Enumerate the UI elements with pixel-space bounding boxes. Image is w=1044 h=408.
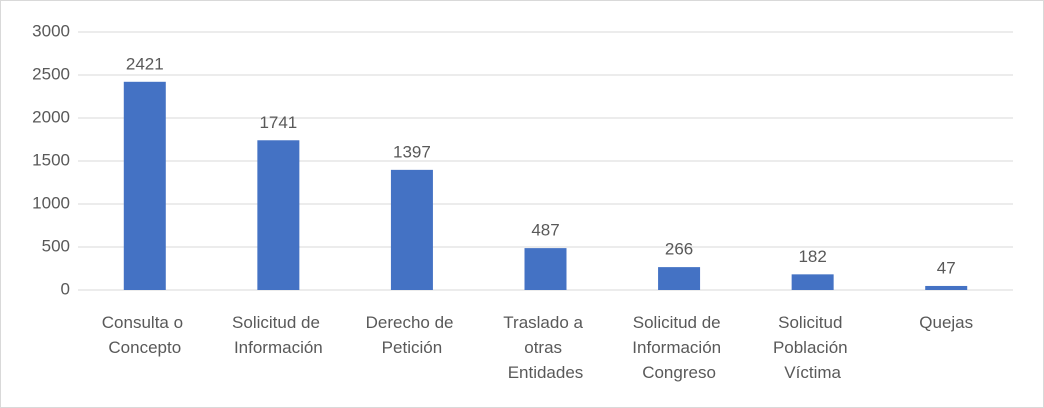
x-tick-label: Derecho de Petición: [366, 313, 459, 357]
bar: [390, 169, 433, 290]
x-tick-label: Consulta o Concepto: [102, 313, 188, 357]
data-label: 2421: [126, 54, 164, 73]
bar: [257, 140, 300, 290]
data-label: 47: [937, 258, 956, 277]
data-label: 1741: [259, 113, 297, 132]
bar: [123, 81, 166, 290]
bar: [524, 248, 567, 290]
x-tick-label: Quejas: [919, 313, 973, 332]
data-label: 487: [531, 221, 559, 240]
x-tick-label: Solicitud de Información Congreso: [632, 313, 726, 382]
bar: [791, 274, 834, 290]
x-tick-label: Solicitud Población Víctima: [773, 313, 852, 382]
data-label: 182: [798, 247, 826, 266]
data-label: 1397: [393, 142, 431, 161]
x-tick-label: Traslado a otras Entidades: [503, 313, 587, 382]
bar: [658, 267, 701, 290]
x-tick-label: Solicitud de Información: [232, 313, 325, 357]
y-tick-label: 1500: [32, 150, 70, 169]
y-tick-label: 2500: [32, 64, 70, 83]
y-tick-label: 0: [61, 279, 70, 298]
bar: [925, 285, 968, 290]
y-tick-label: 2000: [32, 107, 70, 126]
y-tick-label: 3000: [32, 21, 70, 40]
y-tick-label: 1000: [32, 193, 70, 212]
data-label: 266: [665, 240, 693, 259]
y-tick-label: 500: [42, 236, 70, 255]
